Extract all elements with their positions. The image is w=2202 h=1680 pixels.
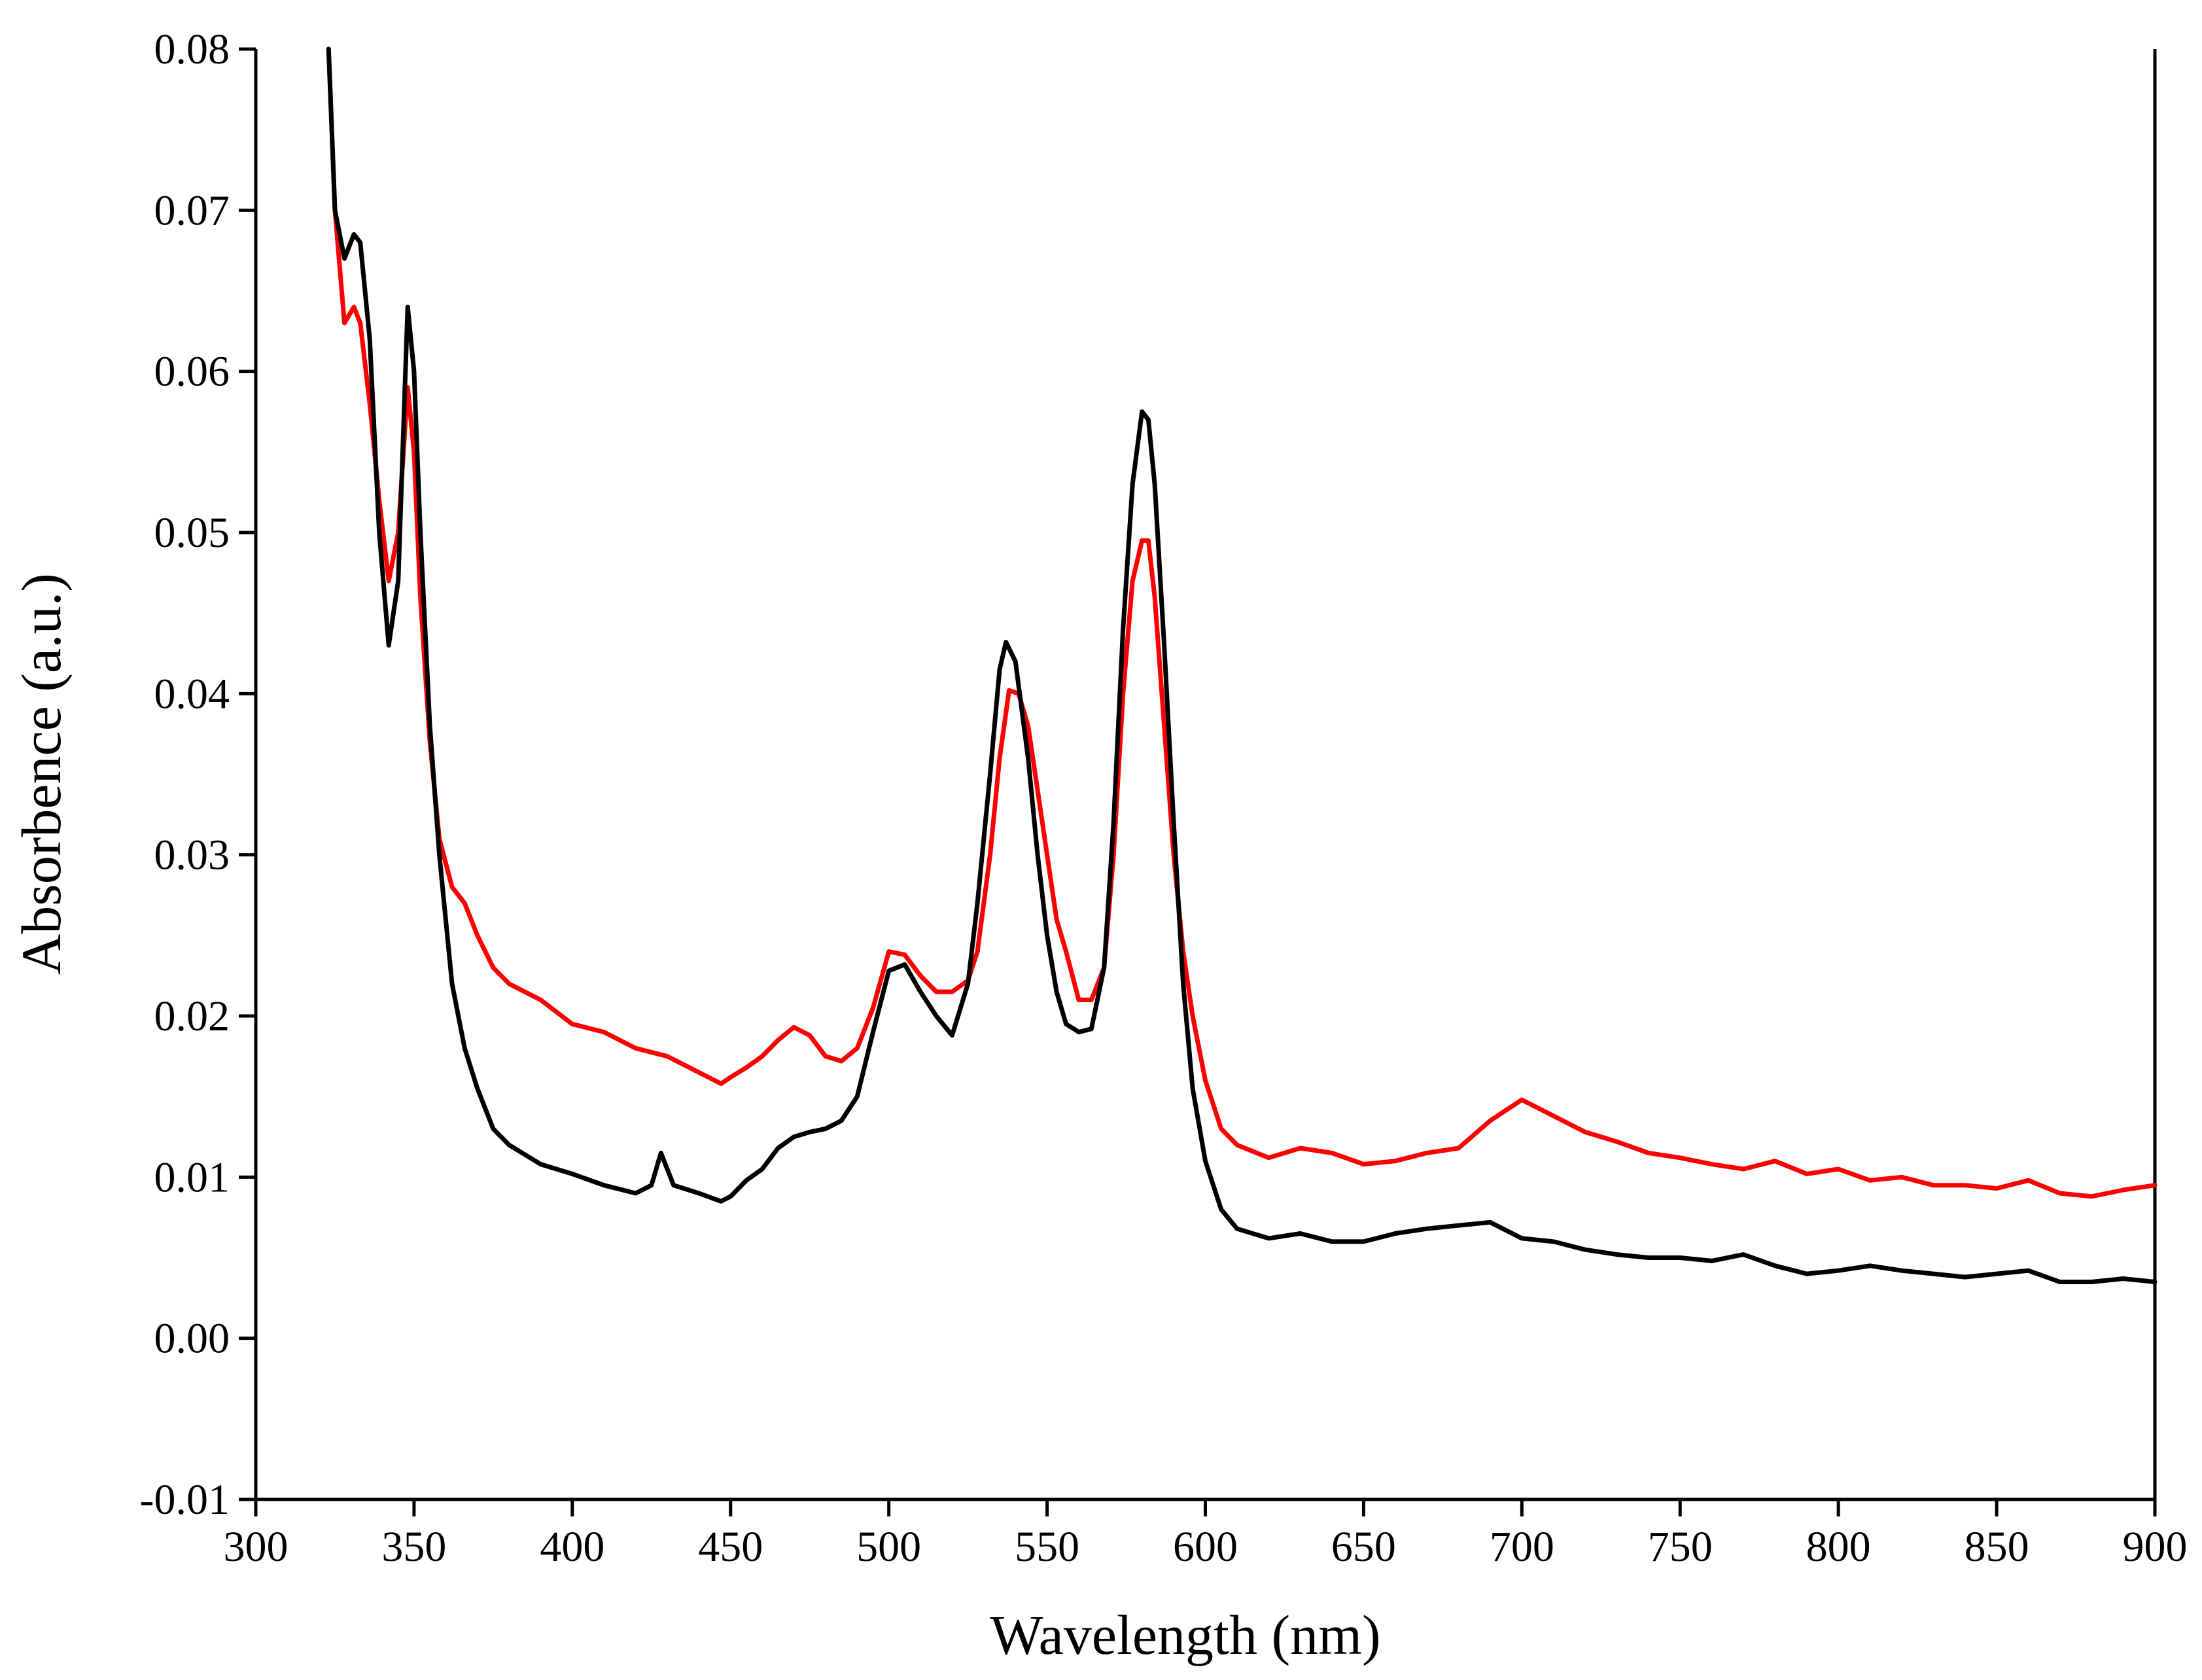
x-tick-label: 700	[1490, 1523, 1554, 1571]
y-tick-label: 0.01	[154, 1153, 230, 1201]
x-tick-label: 600	[1173, 1523, 1238, 1571]
x-ticks: 300 350 400 450 500 550 600 650 700 750 800 850 900	[224, 1499, 2188, 1571]
x-tick-label: 450	[698, 1523, 763, 1571]
y-tick-label: 0.00	[154, 1315, 230, 1363]
y-tick-label: 0.06	[154, 348, 230, 396]
x-tick-label: 550	[1015, 1523, 1079, 1571]
x-tick-label: 400	[540, 1523, 604, 1571]
series-layer	[326, 46, 2158, 1284]
x-tick-label: 500	[856, 1523, 921, 1571]
y-ticks: -0.01 0.00 0.01 0.02 0.03 0.04 0.05 0.06 0.07 0.0…	[140, 26, 256, 1524]
plot-frame	[254, 49, 2157, 1501]
y-axis-title: Absorbence (a.u.)	[10, 573, 73, 975]
x-tick-label: 300	[224, 1523, 288, 1571]
series-line-1	[326, 46, 2158, 1199]
x-tick-label: 650	[1331, 1523, 1396, 1571]
x-tick-label: 750	[1648, 1523, 1713, 1571]
x-tick-label: 850	[1965, 1523, 2029, 1571]
y-tick-label: 0.05	[154, 509, 230, 557]
series-line-2	[326, 46, 2158, 1284]
y-tick-label: -0.01	[140, 1476, 230, 1524]
y-tick-label: 0.08	[154, 26, 230, 73]
x-tick-label: 800	[1806, 1523, 1871, 1571]
y-tick-label: 0.02	[154, 992, 230, 1040]
x-axis-title: Wavelength (nm)	[990, 1603, 1380, 1666]
x-tick-label: 900	[2123, 1523, 2188, 1571]
y-tick-label: 0.07	[154, 186, 230, 234]
y-tick-label: 0.04	[154, 670, 230, 718]
y-tick-label: 0.03	[154, 831, 230, 879]
x-tick-label: 350	[381, 1523, 446, 1571]
